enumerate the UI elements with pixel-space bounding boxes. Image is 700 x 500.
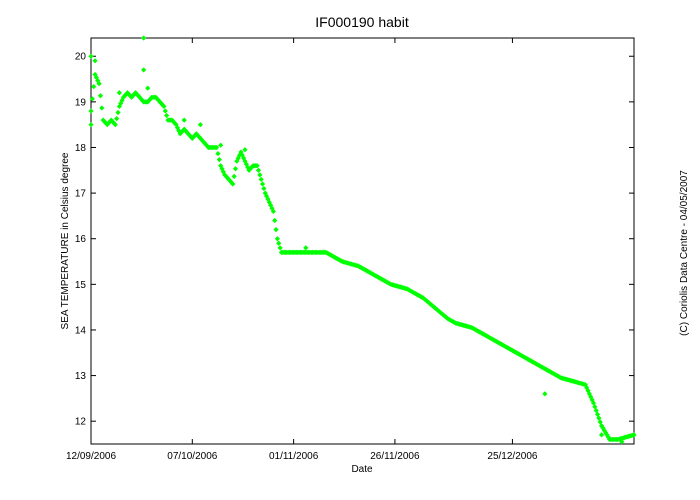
data-point	[96, 81, 102, 87]
data-point	[619, 439, 625, 445]
data-point	[268, 202, 274, 208]
y-axis-ticks: 12 13 14 15 16 17 18 19 20	[75, 52, 634, 428]
data-point	[303, 245, 309, 251]
data-point	[257, 172, 263, 178]
data-point	[589, 397, 595, 403]
data-point	[145, 85, 151, 91]
x-tick-label: 01/11/2006	[269, 451, 319, 462]
data-point	[216, 157, 222, 163]
data-point	[263, 193, 270, 199]
y-tick-label: 17	[75, 189, 87, 200]
x-tick-label: 25/12/2006	[487, 451, 537, 462]
data-point	[197, 122, 204, 128]
data-point	[593, 407, 599, 414]
y-tick-label: 14	[75, 325, 87, 336]
data-point	[164, 112, 170, 119]
data-point	[266, 199, 272, 205]
data-point	[89, 96, 95, 102]
data-point	[542, 391, 548, 397]
data-point	[270, 208, 276, 214]
credit-text: (C) Coriolis Data Centre - 04/05/2007	[679, 170, 690, 336]
data-point	[88, 53, 94, 59]
data-point	[255, 167, 262, 173]
data-point	[276, 240, 282, 246]
data-point	[277, 245, 283, 251]
data-point	[585, 388, 591, 394]
data-point	[114, 115, 120, 122]
x-tick-label: 12/09/2006	[66, 451, 116, 462]
data-point	[598, 432, 605, 438]
y-tick-label: 20	[75, 52, 87, 63]
data-point	[88, 122, 94, 128]
data-point	[115, 109, 121, 116]
y-tick-label: 16	[75, 234, 87, 245]
chart-title: IF000190 habit	[315, 14, 409, 30]
data-point	[274, 236, 281, 242]
data-point	[631, 432, 637, 438]
data-point	[112, 122, 118, 128]
y-tick-label: 12	[75, 417, 87, 428]
data-point	[230, 181, 236, 187]
data-point	[259, 181, 266, 187]
data-point	[597, 419, 603, 425]
data-point	[601, 427, 607, 433]
data-point	[141, 67, 147, 73]
data-point	[92, 58, 98, 64]
y-tick-label: 13	[75, 371, 87, 382]
data-point	[596, 415, 602, 421]
y-tick-label: 18	[75, 143, 87, 154]
data-point	[273, 226, 279, 233]
data-point	[162, 108, 168, 114]
data-point	[218, 142, 224, 148]
data-point	[261, 185, 267, 192]
y-tick-label: 19	[75, 97, 87, 108]
data-point	[141, 35, 147, 41]
y-axis-title: SEA TEMPERATURE in Celsius degree	[60, 152, 71, 329]
data-point	[586, 391, 593, 397]
data-point	[272, 217, 278, 224]
data-point	[258, 176, 264, 183]
x-tick-label: 26/11/2006	[370, 451, 420, 462]
y-tick-label: 15	[75, 280, 87, 291]
data-point	[604, 432, 610, 438]
data-point	[99, 105, 105, 111]
x-tick-label: 07/10/2006	[167, 451, 217, 462]
x-axis-ticks: 12/09/2006 07/10/2006 01/11/2006 26/11/2006…	[66, 38, 538, 462]
data-point	[181, 117, 187, 123]
data-point	[254, 163, 260, 169]
x-axis-title: Date	[351, 464, 373, 475]
data-point	[88, 108, 94, 114]
data-point	[582, 382, 588, 388]
data-point	[215, 150, 221, 157]
data-point	[590, 400, 597, 406]
data-point	[116, 90, 122, 96]
data-point	[232, 166, 239, 172]
plot-area-frame	[90, 37, 635, 445]
data-points	[88, 35, 637, 445]
data-point	[588, 394, 594, 400]
data-point	[231, 173, 237, 179]
data-point	[214, 144, 220, 151]
data-point	[97, 93, 104, 99]
data-point	[91, 84, 97, 90]
data-point	[242, 147, 248, 153]
data-point	[607, 436, 613, 443]
data-point	[161, 103, 167, 110]
data-point	[584, 385, 590, 391]
